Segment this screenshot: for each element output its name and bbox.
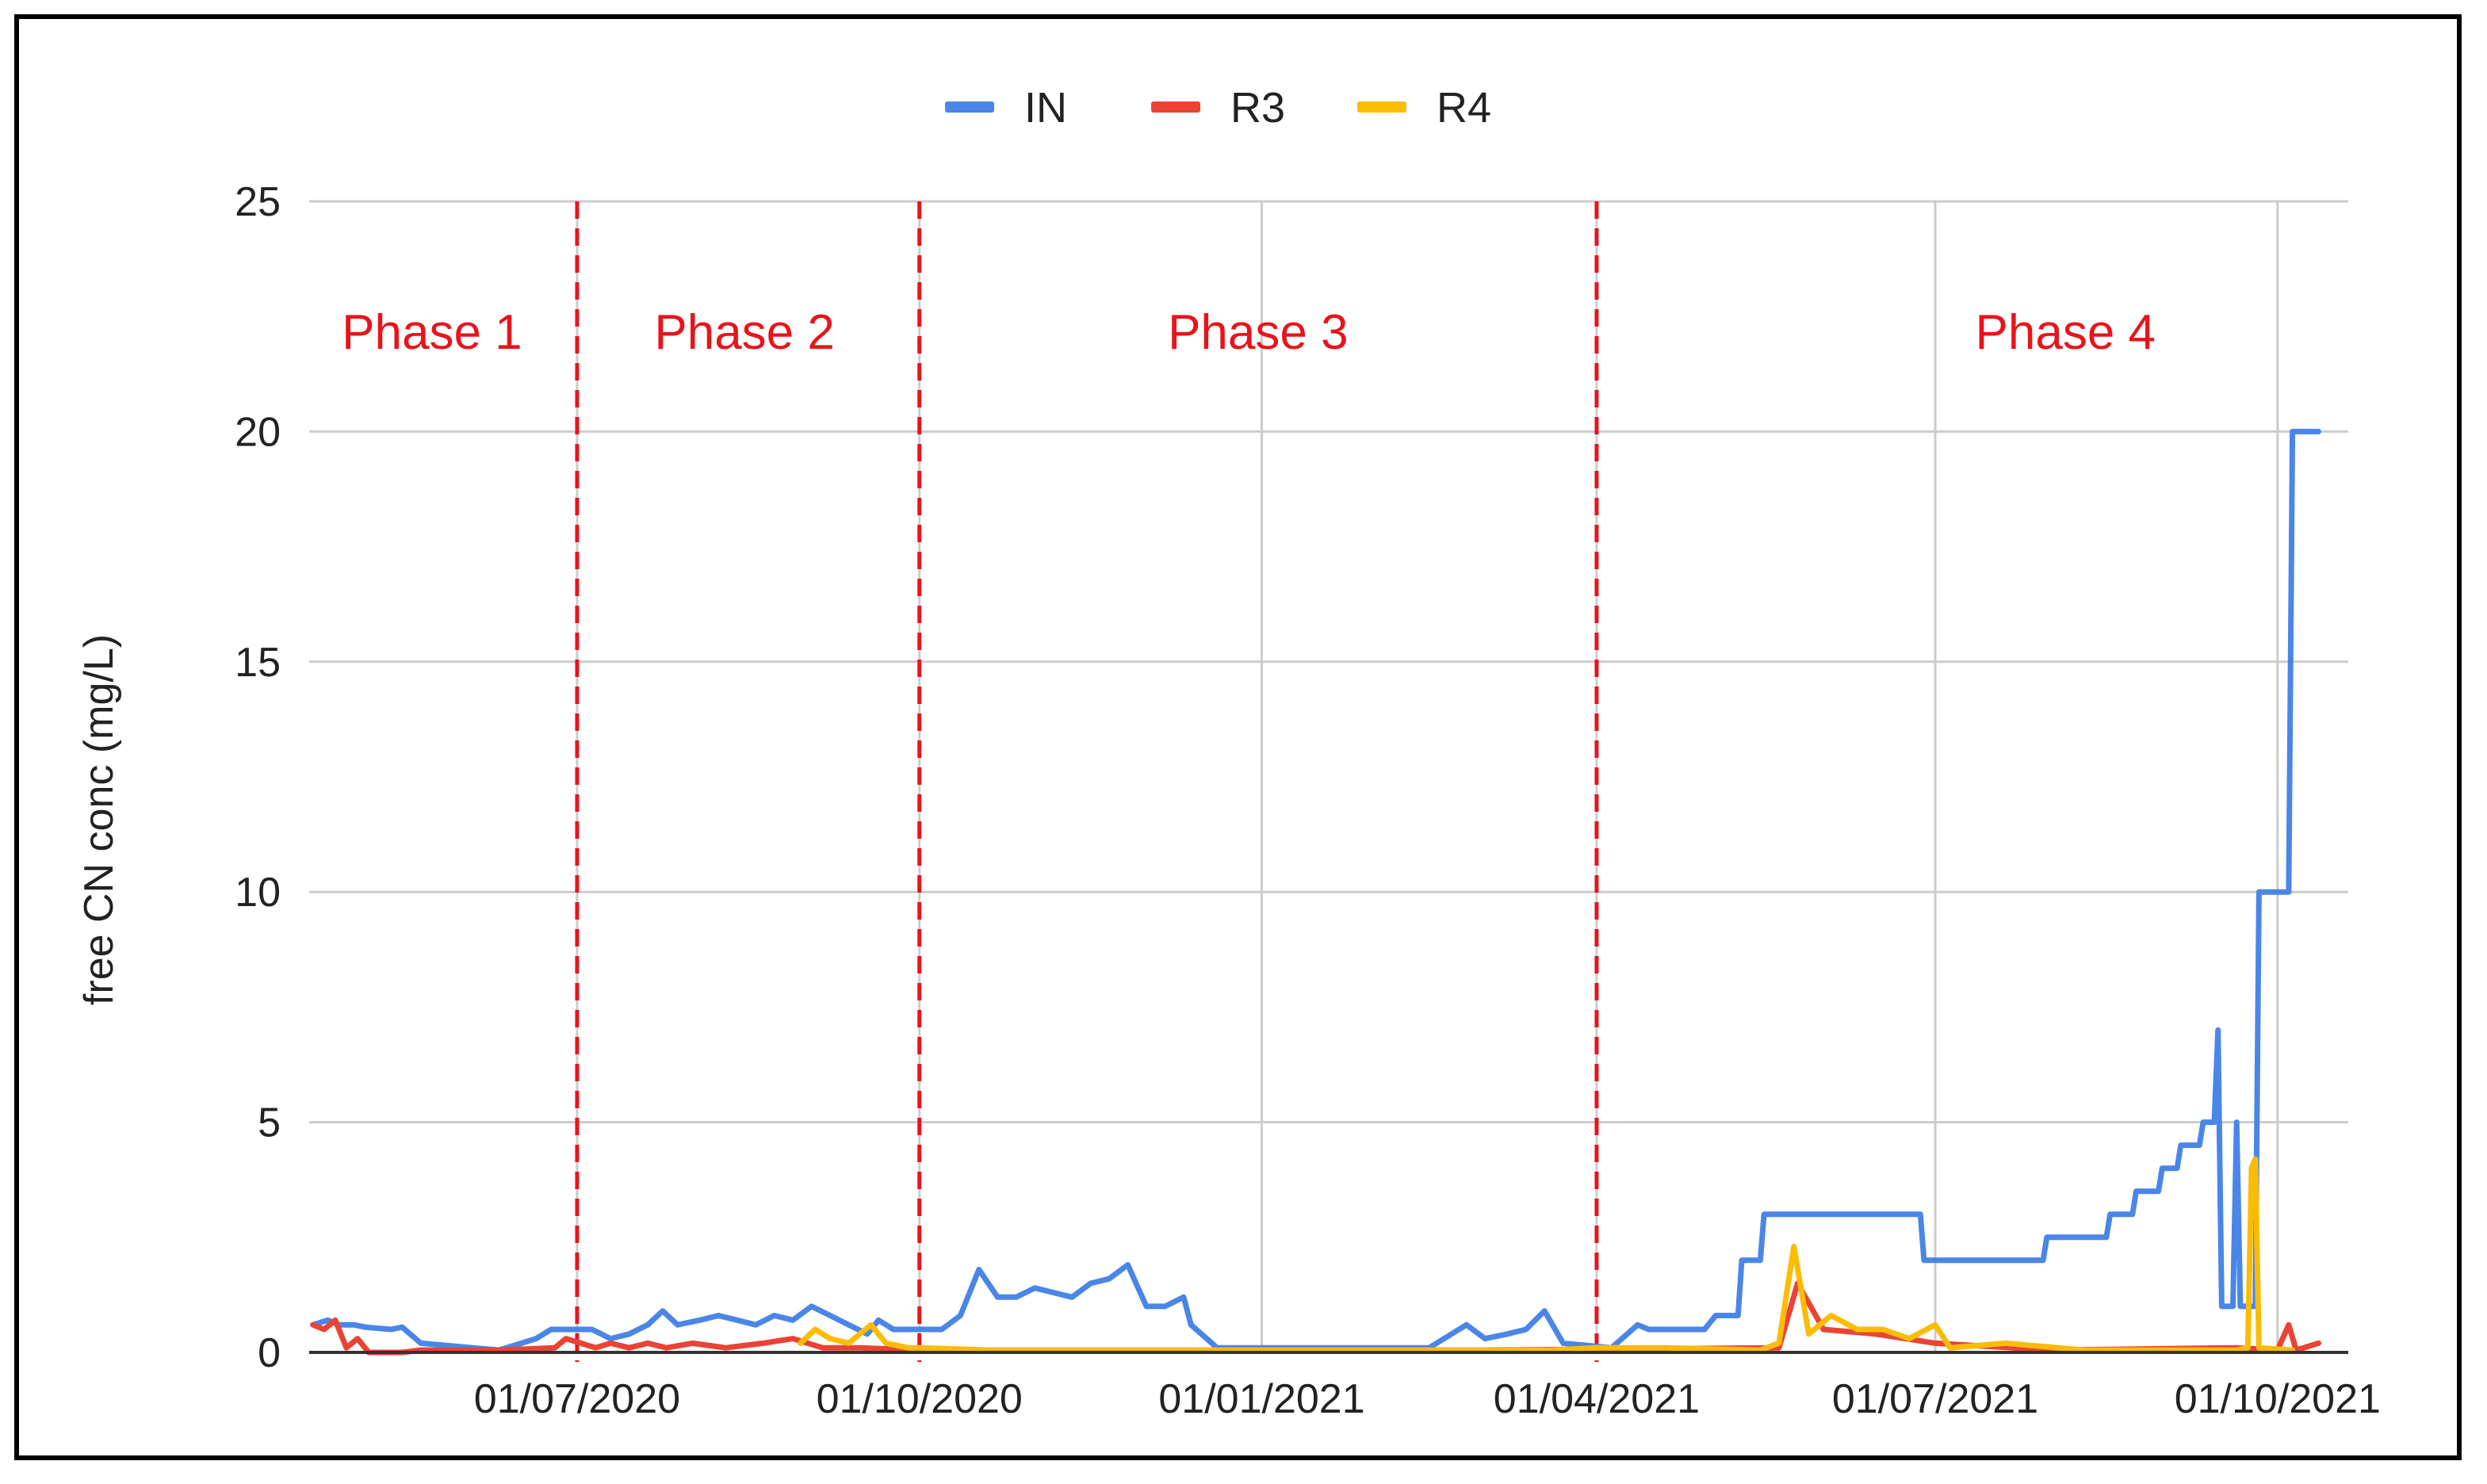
phase-label: Phase 3	[1168, 305, 1349, 360]
line-chart: 0 5 10 15 20 25 01/07/2020 01/10/2020 01/01/202…	[76, 84, 2381, 1422]
x-tick-label: 01/07/2021	[1832, 1376, 2038, 1422]
y-tick-labels: 0 5 10 15 20 25	[235, 179, 281, 1376]
phase-label: Phase 2	[654, 305, 835, 360]
y-axis-label: free CN conc (mg/L)	[76, 634, 122, 1005]
phase-divider-lines	[575, 201, 1599, 1362]
y-tick-label: 15	[235, 640, 281, 686]
y-tick-label: 20	[235, 409, 281, 455]
x-tick-label: 01/10/2020	[817, 1376, 1023, 1422]
y-tick-label: 25	[235, 179, 281, 225]
legend-swatch-in	[945, 101, 994, 113]
chart-frame: 0 5 10 15 20 25 01/07/2020 01/10/2020 01/01/202…	[14, 14, 2462, 1460]
x-tick-label: 01/07/2020	[474, 1376, 680, 1422]
series-line-r4	[798, 1156, 2296, 1353]
legend-label-r3: R3	[1230, 84, 1285, 132]
y-tick-label: 5	[258, 1100, 281, 1146]
x-tick-label: 01/04/2021	[1494, 1376, 1700, 1422]
x-tick-label: 01/10/2021	[2175, 1376, 2381, 1422]
legend-swatch-r3	[1151, 101, 1200, 113]
legend: IN R3 R4	[945, 84, 1491, 132]
x-gridlines	[576, 201, 2279, 1352]
x-tick-labels: 01/07/2020 01/10/2020 01/01/2021 01/04/2021…	[474, 1376, 2381, 1422]
x-tick-label: 01/01/2021	[1158, 1376, 1364, 1422]
phase-label: Phase 1	[342, 305, 522, 360]
y-gridlines	[309, 200, 2348, 1124]
legend-label-r4: R4	[1437, 84, 1491, 132]
legend-swatch-r4	[1357, 101, 1406, 113]
y-tick-label: 10	[235, 870, 281, 916]
y-tick-label: 0	[258, 1330, 281, 1376]
phase-label: Phase 4	[1976, 305, 2156, 360]
series-line-in	[310, 428, 2321, 1353]
phase-labels: Phase 1 Phase 2 Phase 3 Phase 4	[342, 305, 2156, 360]
legend-label-in: IN	[1024, 84, 1067, 132]
